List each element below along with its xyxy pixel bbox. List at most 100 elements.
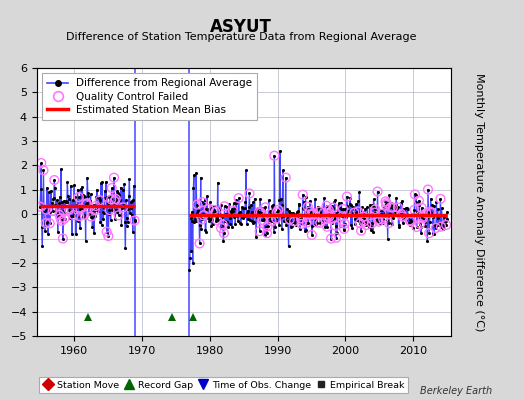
Point — [355, 218, 363, 224]
Point — [59, 208, 68, 214]
Point — [432, 225, 440, 231]
Point — [292, 210, 301, 217]
Point — [442, 222, 450, 228]
Point — [192, 170, 200, 176]
Point — [333, 210, 341, 216]
Point — [297, 215, 305, 222]
Point — [422, 210, 431, 216]
Point — [358, 204, 366, 210]
Point — [247, 209, 256, 215]
Point — [77, 206, 85, 212]
Point — [337, 207, 346, 213]
Point — [238, 215, 247, 221]
Point — [321, 223, 329, 230]
Point — [313, 219, 322, 226]
Point — [192, 210, 201, 216]
Point — [96, 219, 105, 225]
Point — [435, 222, 444, 228]
Point — [364, 217, 373, 223]
Point — [196, 222, 204, 228]
Point — [79, 192, 87, 198]
Point — [309, 210, 318, 216]
Point — [261, 212, 270, 219]
Point — [82, 201, 90, 207]
Point — [50, 177, 59, 183]
Point — [46, 220, 54, 226]
Point — [426, 208, 434, 215]
Point — [330, 214, 338, 221]
Point — [312, 222, 320, 228]
Point — [57, 166, 66, 172]
Point — [256, 196, 265, 202]
Point — [208, 222, 216, 229]
Point — [108, 201, 117, 208]
Point — [412, 224, 421, 230]
Point — [442, 222, 450, 228]
Point — [377, 211, 386, 217]
Point — [327, 235, 335, 242]
Point — [97, 180, 105, 186]
Point — [85, 211, 93, 217]
Point — [356, 220, 364, 226]
Point — [46, 209, 54, 216]
Point — [245, 190, 254, 197]
Point — [100, 210, 108, 216]
Point — [324, 207, 333, 213]
Point — [225, 200, 233, 207]
Point — [265, 214, 274, 221]
Point — [114, 190, 122, 197]
Point — [403, 206, 412, 212]
Point — [89, 209, 97, 215]
Point — [50, 194, 58, 201]
Point — [113, 208, 122, 215]
Point — [189, 185, 198, 192]
Point — [252, 210, 260, 216]
Point — [282, 222, 290, 229]
Point — [341, 220, 349, 227]
Point — [222, 210, 230, 217]
Point — [117, 184, 125, 191]
Point — [405, 220, 413, 226]
Point — [107, 185, 116, 191]
Point — [66, 202, 74, 209]
Point — [198, 216, 206, 223]
Point — [281, 174, 290, 181]
Point — [430, 231, 439, 238]
Point — [343, 203, 352, 209]
Point — [386, 204, 395, 211]
Point — [310, 222, 318, 228]
Point — [295, 202, 303, 208]
Point — [64, 196, 73, 202]
Point — [414, 198, 423, 204]
Point — [258, 217, 266, 223]
Point — [245, 204, 253, 210]
Point — [91, 207, 99, 213]
Point — [216, 205, 224, 212]
Point — [257, 209, 265, 216]
Point — [316, 214, 325, 220]
Point — [244, 208, 252, 214]
Point — [199, 212, 208, 218]
Point — [337, 200, 345, 206]
Point — [359, 214, 367, 220]
Point — [326, 211, 334, 217]
Point — [302, 227, 310, 234]
Point — [289, 215, 298, 222]
Point — [443, 216, 452, 222]
Point — [115, 192, 123, 198]
Point — [300, 199, 308, 205]
Point — [204, 206, 213, 212]
Point — [125, 193, 133, 200]
Point — [88, 214, 96, 220]
Point — [371, 206, 379, 212]
Point — [254, 212, 263, 218]
Point — [322, 202, 331, 209]
Point — [239, 204, 247, 211]
Point — [342, 213, 350, 220]
Point — [42, 206, 50, 213]
Point — [438, 205, 446, 211]
Point — [309, 210, 318, 216]
Point — [203, 192, 211, 199]
Point — [224, 224, 232, 230]
Point — [331, 222, 340, 229]
